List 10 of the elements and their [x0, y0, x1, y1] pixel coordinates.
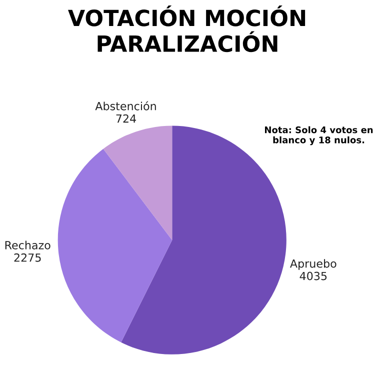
slice-label: Apruebo	[290, 259, 336, 270]
slice-label: Rechazo	[5, 240, 50, 250]
data-label: 724	[116, 114, 136, 123]
pie-slice	[103, 126, 172, 240]
slice-label: Abstención	[95, 101, 156, 110]
data-label: 4035	[300, 272, 327, 280]
data-label: 2275	[14, 253, 41, 262]
pie-slice	[58, 148, 172, 342]
chart-title: VOTACIÓN MOCIÓN PARALIZACIÓN	[68, 5, 306, 52]
text: Nota: Solo 4 votos en blanco y 18 nulos.	[265, 126, 373, 146]
